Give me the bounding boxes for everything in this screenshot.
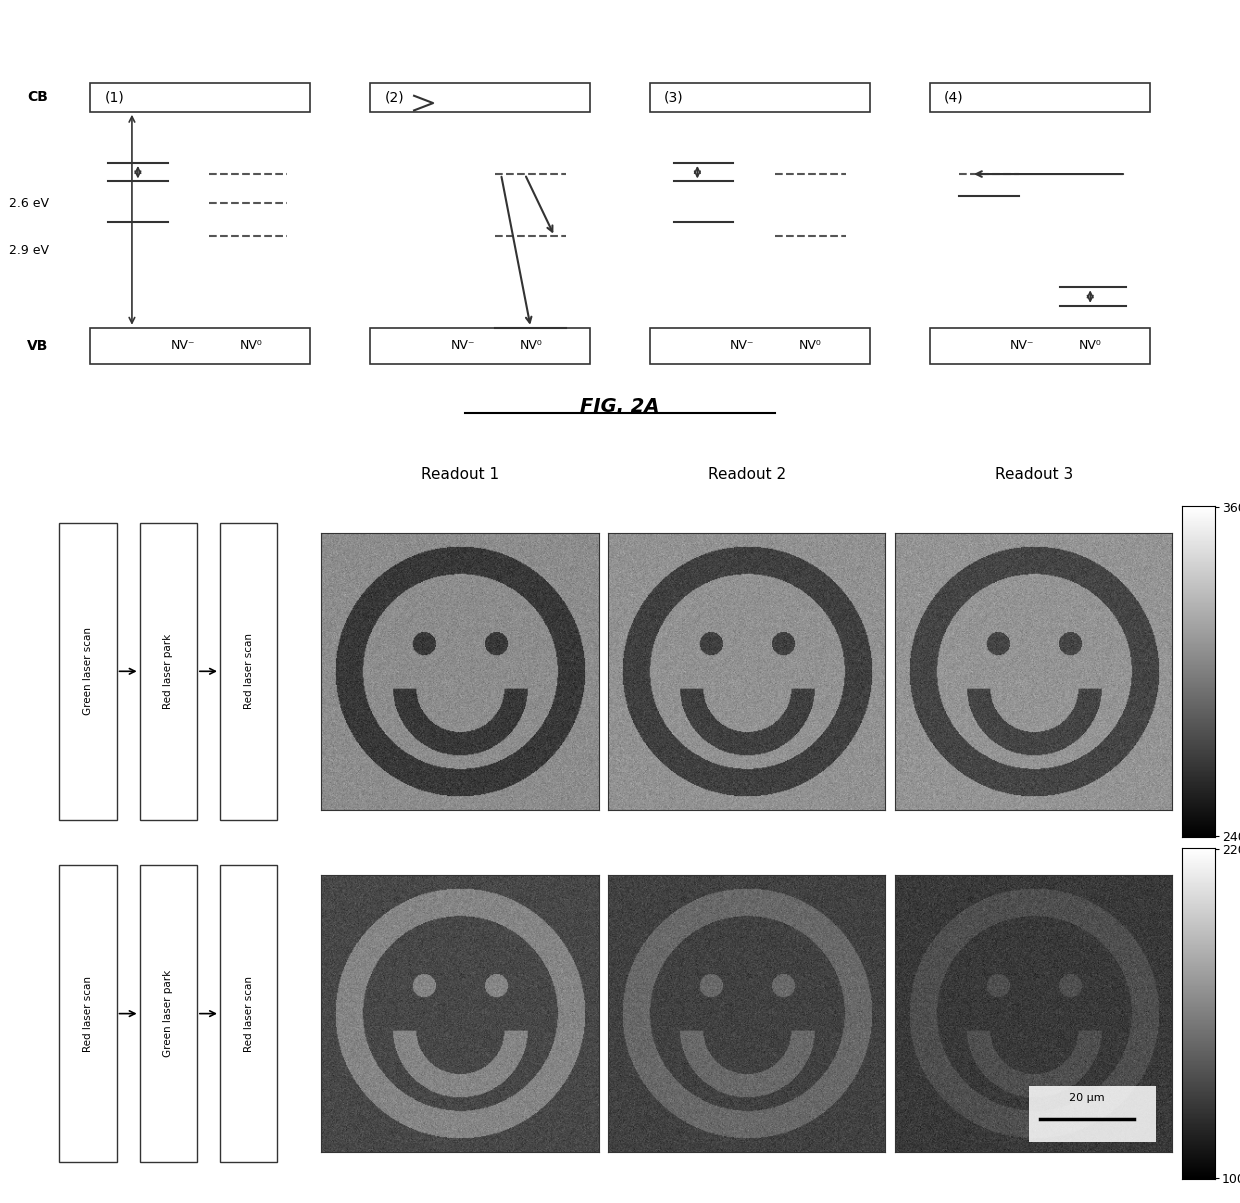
Text: (3): (3) bbox=[665, 90, 683, 105]
Text: 2.6 eV: 2.6 eV bbox=[9, 197, 48, 209]
Bar bbox=[91, 83, 310, 112]
Bar bbox=[370, 327, 590, 365]
Bar bbox=[1029, 1086, 1156, 1142]
Text: Readout 2: Readout 2 bbox=[708, 467, 786, 482]
Text: Readout 3: Readout 3 bbox=[994, 467, 1073, 482]
Bar bbox=[650, 83, 870, 112]
Text: NV⁻: NV⁻ bbox=[730, 339, 754, 352]
Text: Red laser scan: Red laser scan bbox=[243, 633, 254, 710]
Text: NV⁻: NV⁻ bbox=[450, 339, 475, 352]
Text: Red laser scan: Red laser scan bbox=[243, 976, 254, 1051]
Text: NV⁰: NV⁰ bbox=[239, 339, 263, 352]
Bar bbox=[370, 83, 590, 112]
Text: NV⁻: NV⁻ bbox=[1009, 339, 1034, 352]
Bar bbox=[60, 865, 117, 1162]
Bar bbox=[91, 327, 310, 365]
Text: NV⁻: NV⁻ bbox=[171, 339, 195, 352]
Text: FIG. 2A: FIG. 2A bbox=[580, 397, 660, 416]
Text: NV⁰: NV⁰ bbox=[520, 339, 542, 352]
Text: Red laser scan: Red laser scan bbox=[83, 976, 93, 1051]
Bar bbox=[140, 522, 197, 820]
Bar bbox=[930, 327, 1149, 365]
Text: CB: CB bbox=[27, 90, 48, 105]
Bar bbox=[219, 865, 278, 1162]
Text: (4): (4) bbox=[944, 90, 963, 105]
Text: (1): (1) bbox=[104, 90, 124, 105]
Bar bbox=[219, 522, 278, 820]
Text: Green laser scan: Green laser scan bbox=[83, 627, 93, 716]
Bar bbox=[60, 522, 117, 820]
Text: 20 μm: 20 μm bbox=[1069, 1092, 1105, 1103]
Text: NV⁰: NV⁰ bbox=[1079, 339, 1101, 352]
Text: Red laser park: Red laser park bbox=[164, 634, 174, 709]
Bar bbox=[650, 327, 870, 365]
Text: (2): (2) bbox=[384, 90, 404, 105]
Text: Readout 1: Readout 1 bbox=[420, 467, 498, 482]
Text: NV⁰: NV⁰ bbox=[799, 339, 822, 352]
Bar bbox=[140, 865, 197, 1162]
Bar bbox=[930, 83, 1149, 112]
Text: Green laser park: Green laser park bbox=[164, 970, 174, 1057]
Text: VB: VB bbox=[27, 339, 48, 352]
Text: 2.9 eV: 2.9 eV bbox=[9, 244, 48, 257]
